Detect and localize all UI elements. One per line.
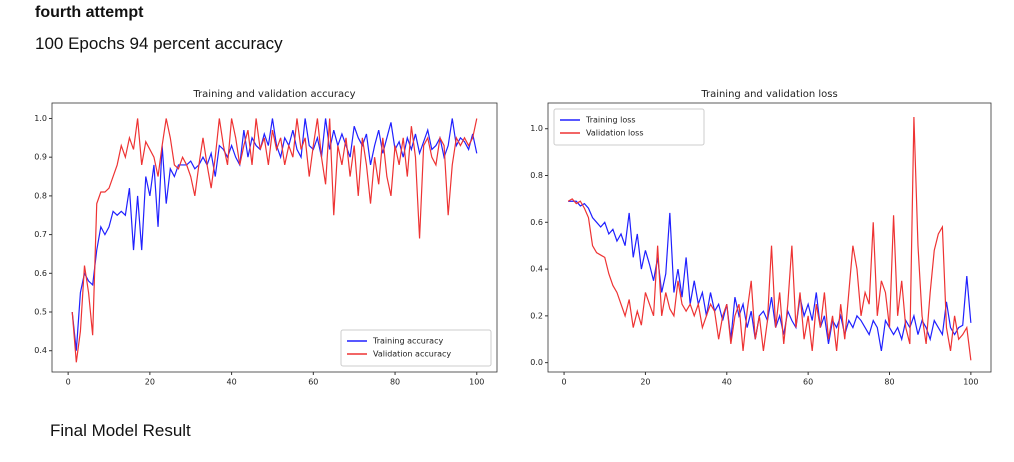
y-tick-label: 0.4 <box>530 265 543 274</box>
chart-title: Training and validation loss <box>700 89 837 100</box>
series-line <box>71 118 478 363</box>
y-tick-label: 0.6 <box>34 269 47 278</box>
y-tick-label: 0.6 <box>530 218 543 227</box>
plot-frame <box>51 102 498 373</box>
series-line <box>71 118 478 351</box>
y-tick-label: 0.8 <box>530 171 543 180</box>
y-tick-label: 0.2 <box>530 311 543 320</box>
legend-box <box>340 329 492 367</box>
series-line <box>567 117 972 361</box>
x-tick-label: 20 <box>145 378 155 387</box>
y-tick-label: 1.0 <box>34 114 47 123</box>
x-tick-label: 100 <box>469 378 484 387</box>
y-tick-label: 0.7 <box>34 230 47 239</box>
y-tick-label: 0.5 <box>34 308 47 317</box>
x-tick-label: 100 <box>963 378 978 387</box>
legend-label: Validation accuracy <box>373 350 451 359</box>
series-line <box>568 200 972 352</box>
subheading: 100 Epochs 94 percent accuracy <box>35 34 283 53</box>
x-tick-label: 60 <box>308 378 318 387</box>
legend-label: Validation loss <box>586 129 644 138</box>
y-tick-label: 0.0 <box>530 358 543 367</box>
x-tick-label: 40 <box>722 378 732 387</box>
caption: Final Model Result <box>50 421 191 440</box>
y-tick-label: 1.0 <box>530 124 543 133</box>
x-tick-label: 80 <box>390 378 400 387</box>
chart-title: Training and validation accuracy <box>192 89 355 100</box>
x-tick-label: 20 <box>640 378 650 387</box>
x-tick-label: 0 <box>66 378 71 387</box>
y-tick-label: 0.9 <box>34 153 47 162</box>
legend-label: Training accuracy <box>372 337 443 346</box>
plot-frame <box>547 102 992 373</box>
x-tick-label: 60 <box>803 378 813 387</box>
legend-box <box>553 108 705 146</box>
x-tick-label: 80 <box>884 378 894 387</box>
y-tick-label: 0.8 <box>34 191 47 200</box>
x-tick-label: 0 <box>562 378 567 387</box>
y-tick-label: 0.4 <box>34 346 47 355</box>
legend-label: Training loss <box>585 116 636 125</box>
x-tick-label: 40 <box>226 378 236 387</box>
heading: fourth attempt <box>35 4 144 21</box>
